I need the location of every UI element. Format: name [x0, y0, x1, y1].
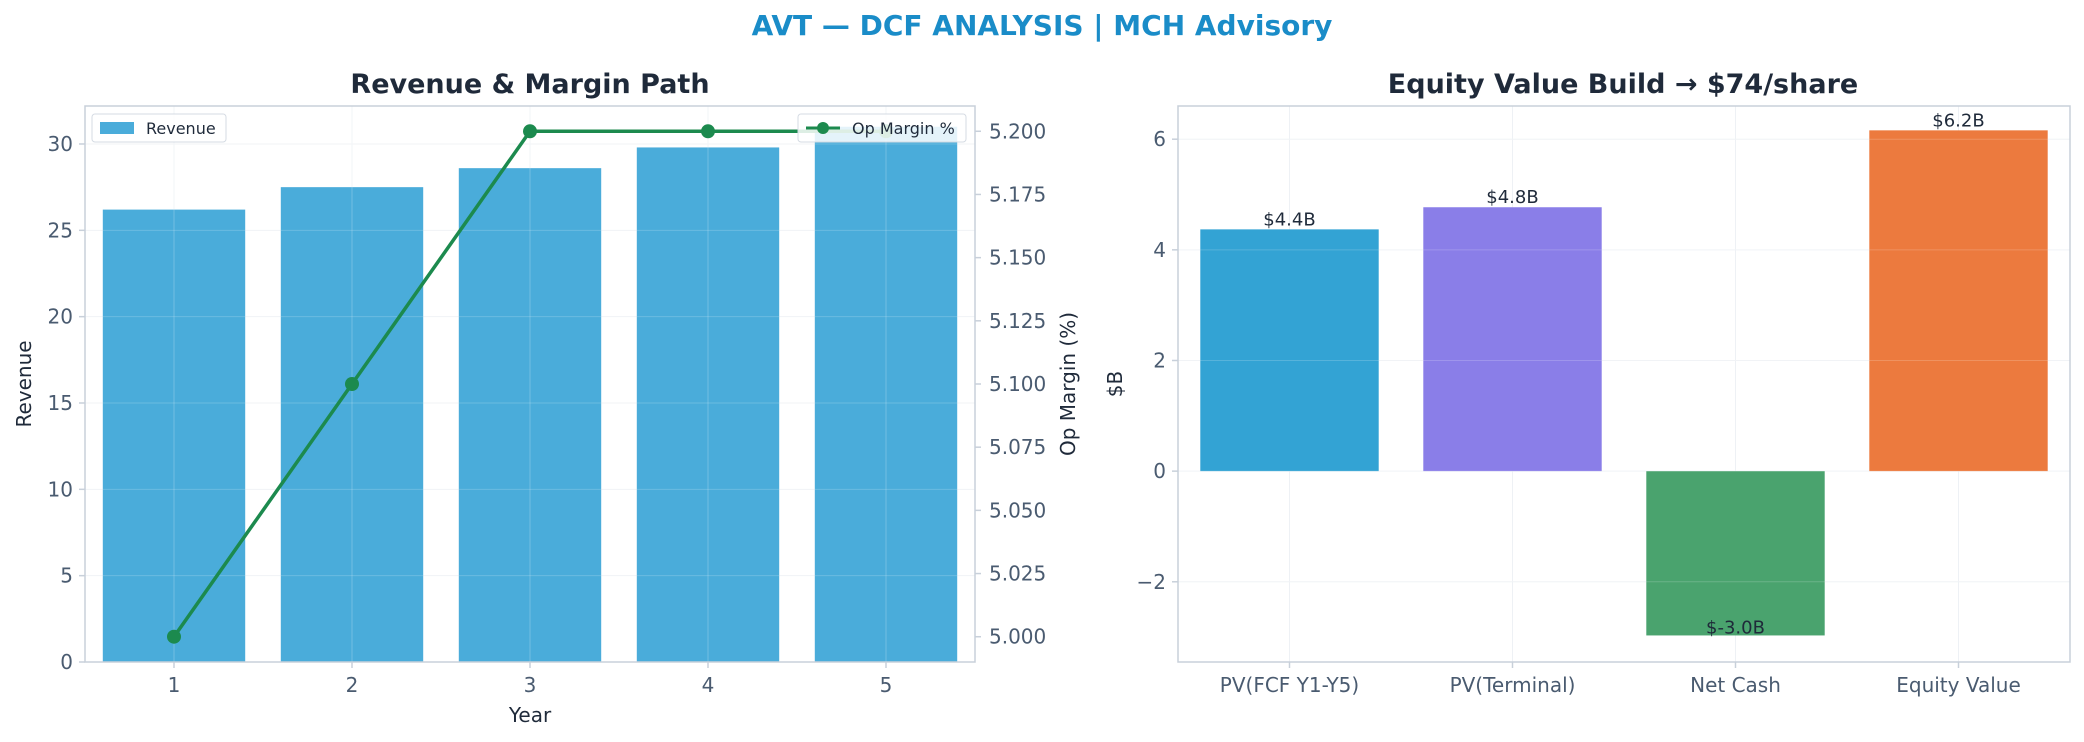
op-margin-point: Op Margin % 3: 5.2 [523, 124, 537, 139]
y-tick-label: 0 [60, 650, 73, 674]
revenue-chart-title: Revenue & Margin Path [350, 69, 709, 100]
revenue-chart-xlabel: Year [508, 703, 552, 727]
y-tick-label: 20 [48, 305, 73, 329]
y2-tick-label: 5.050 [989, 498, 1046, 522]
figure-suptitle: AVT — DCF ANALYSIS | MCH Advisory [752, 9, 1333, 42]
op-margin-legend: Op Margin % [797, 113, 967, 143]
op-margin-legend-marker [817, 122, 829, 134]
equity-value-chart: Equity Value Build → $74/share PV(FCF Y1… [1103, 69, 2071, 697]
y2-tick-label: 5.075 [989, 435, 1046, 459]
revenue-bars: Revenue 1: 26.2Revenue 2: 27.5Revenue 3:… [85, 106, 975, 663]
revenue-margin-chart: Revenue & Margin Path Revenue 1: 26.2Rev… [12, 69, 1080, 727]
revenue-legend: Revenue [91, 113, 227, 143]
y2-tick-label: 5.025 [989, 562, 1046, 586]
x-tick-label: 4 [702, 673, 715, 697]
equity-bar-data-label: $6.2B [1932, 110, 1984, 131]
revenue-bar: Revenue 5: 31 [814, 126, 958, 662]
equity-bar: PV(FCF Y1-Y5): 4.37 [1200, 229, 1379, 472]
x-tick-label: Equity Value [1896, 673, 2021, 697]
equity-bar-data-label: $4.8B [1486, 187, 1538, 208]
x-tick-label: 1 [168, 673, 181, 697]
y-tick-label: 6 [1153, 127, 1166, 151]
y2-tick-label: 5.175 [989, 182, 1046, 206]
y-tick-label: 10 [48, 477, 73, 501]
equity-chart-title: Equity Value Build → $74/share [1388, 69, 1858, 100]
x-tick-label: 5 [880, 673, 893, 697]
y-tick-label: 30 [48, 132, 73, 156]
x-tick-label: 2 [346, 673, 359, 697]
y2-tick-label: 5.200 [989, 119, 1046, 143]
op-margin-point: Op Margin % 4: 5.2 [701, 124, 715, 139]
equity-plot-frame [1177, 105, 2071, 663]
revenue-chart-ylabel: Revenue [12, 340, 36, 427]
revenue-bar: Revenue 3: 28.6 [458, 168, 602, 662]
op-margin-point: Op Margin % 1: 5 [167, 629, 181, 644]
revenue-chart-axes: 0 5 10 15 20 25 30 1 2 3 4 5 5.000 5.025 5.050 5.075 5.1… [48, 105, 1046, 697]
y2-tick-label: 5.100 [989, 372, 1046, 396]
revenue-bar: Revenue 2: 27.5 [280, 187, 424, 662]
y-tick-label: 0 [1153, 459, 1166, 483]
equity-chart-ylabel: $B [1103, 371, 1127, 397]
y-tick-label: 2 [1153, 348, 1166, 372]
equity-bar: PV(Terminal): 4.77 [1423, 207, 1602, 472]
y-tick-label: 5 [60, 564, 73, 588]
equity-bars: PV(FCF Y1-Y5): 4.37$4.4B PV(Terminal): 4.… [1178, 110, 2070, 638]
y-tick-label: 15 [48, 391, 73, 415]
revenue-legend-swatch [100, 122, 134, 134]
y-tick-label: 4 [1153, 238, 1166, 262]
op-margin-legend-label: Op Margin % [852, 119, 955, 138]
revenue-legend-label: Revenue [146, 119, 216, 138]
margin-chart-y2label: Op Margin (%) [1056, 312, 1080, 456]
x-tick-label: 3 [524, 673, 537, 697]
revenue-bar: Revenue 4: 29.8 [636, 147, 780, 663]
equity-chart-axes: −2 0 2 4 6 PV(FCF Y1-Y5) PV(Terminal) Net Cash E… [1137, 105, 2071, 697]
x-tick-label: PV(FCF Y1-Y5) [1220, 673, 1359, 697]
x-tick-label: Net Cash [1690, 673, 1781, 697]
equity-bar: Equity Value: 6.16 [1869, 130, 2048, 472]
y2-tick-label: 5.125 [989, 309, 1046, 333]
y2-tick-label: 5.150 [989, 246, 1046, 270]
y-tick-label: −2 [1137, 570, 1166, 594]
y2-tick-label: 5.000 [989, 625, 1046, 649]
equity-bar-data-label: $4.4B [1263, 209, 1315, 230]
equity-bar-data-label: $-3.0B [1706, 617, 1765, 638]
equity-bar: Net Cash: -2.97 [1646, 471, 1825, 636]
op-margin-point: Op Margin % 2: 5.1 [345, 377, 359, 391]
x-tick-label: PV(Terminal) [1450, 673, 1576, 697]
op-margin-legend-box [797, 113, 967, 143]
revenue-bar: Revenue 1: 26.2 [102, 209, 246, 662]
revenue-legend-box [91, 113, 227, 143]
y-tick-label: 25 [48, 218, 73, 242]
